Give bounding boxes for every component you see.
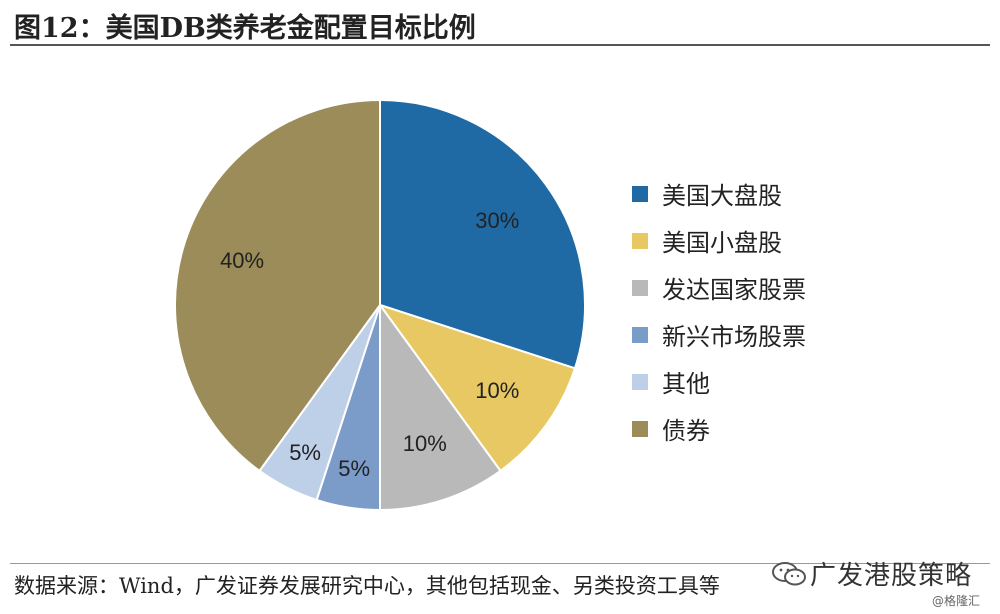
watermark-text: 广发港股策略	[810, 561, 973, 591]
title-divider	[10, 44, 990, 46]
footer-divider	[10, 563, 990, 564]
legend-swatch	[632, 420, 648, 437]
pie-data-label-4: 5%	[338, 456, 370, 481]
legend-label: 其他	[662, 370, 710, 398]
legend: 美国大盘股美国小盘股发达国家股票 新兴市场股票 其他债券	[632, 170, 962, 452]
legend-item-2: 美国小盘股	[632, 217, 962, 264]
pie-data-label-2: 10%	[475, 378, 519, 403]
watermark-sub: @格隆汇	[932, 594, 981, 608]
legend-swatch	[632, 232, 648, 249]
legend-item-6: 债券	[632, 405, 962, 452]
legend-swatch	[632, 279, 648, 296]
pie-data-label-1: 30%	[475, 208, 519, 233]
pie-data-label-6: 40%	[220, 248, 264, 273]
legend-item-1: 美国大盘股	[632, 170, 962, 217]
legend-swatch	[632, 185, 648, 202]
legend-swatch	[632, 373, 648, 390]
pie-data-label-5: 5%	[289, 440, 321, 465]
source-note: 数据来源：Wind，广发证券发展研究中心，其他包括现金、另类投资工具等	[14, 574, 720, 598]
pie-data-labels: 30% 10% 10% 5% 5% 40%	[220, 208, 519, 481]
legend-item-4: 新兴市场股票	[632, 311, 962, 358]
legend-item-5: 其他	[632, 358, 962, 405]
pie-chart: 30% 10% 10% 5% 5% 40%	[174, 98, 586, 512]
pie-slices	[174, 98, 586, 512]
pie-data-label-3: 10%	[403, 431, 447, 456]
legend-label: 美国小盘股	[662, 229, 782, 257]
page-title: 图12：美国DB类养老金配置目标比例	[14, 13, 476, 44]
pie-slice-2	[377, 303, 577, 473]
watermark: 广发港股策略	[770, 555, 972, 592]
legend-label: 美国大盘股	[662, 182, 782, 210]
legend-label: 发达国家股票	[662, 276, 806, 304]
pie-slice-3	[379, 301, 502, 512]
legend-swatch	[632, 326, 648, 343]
legend-label: 新兴市场股票	[662, 323, 806, 351]
pie-slice-6	[174, 98, 381, 473]
legend-label: 债券	[662, 417, 710, 445]
wechat-icon	[772, 561, 806, 585]
legend-item-3: 发达国家股票	[632, 264, 962, 311]
pie-slice-1	[379, 98, 586, 370]
